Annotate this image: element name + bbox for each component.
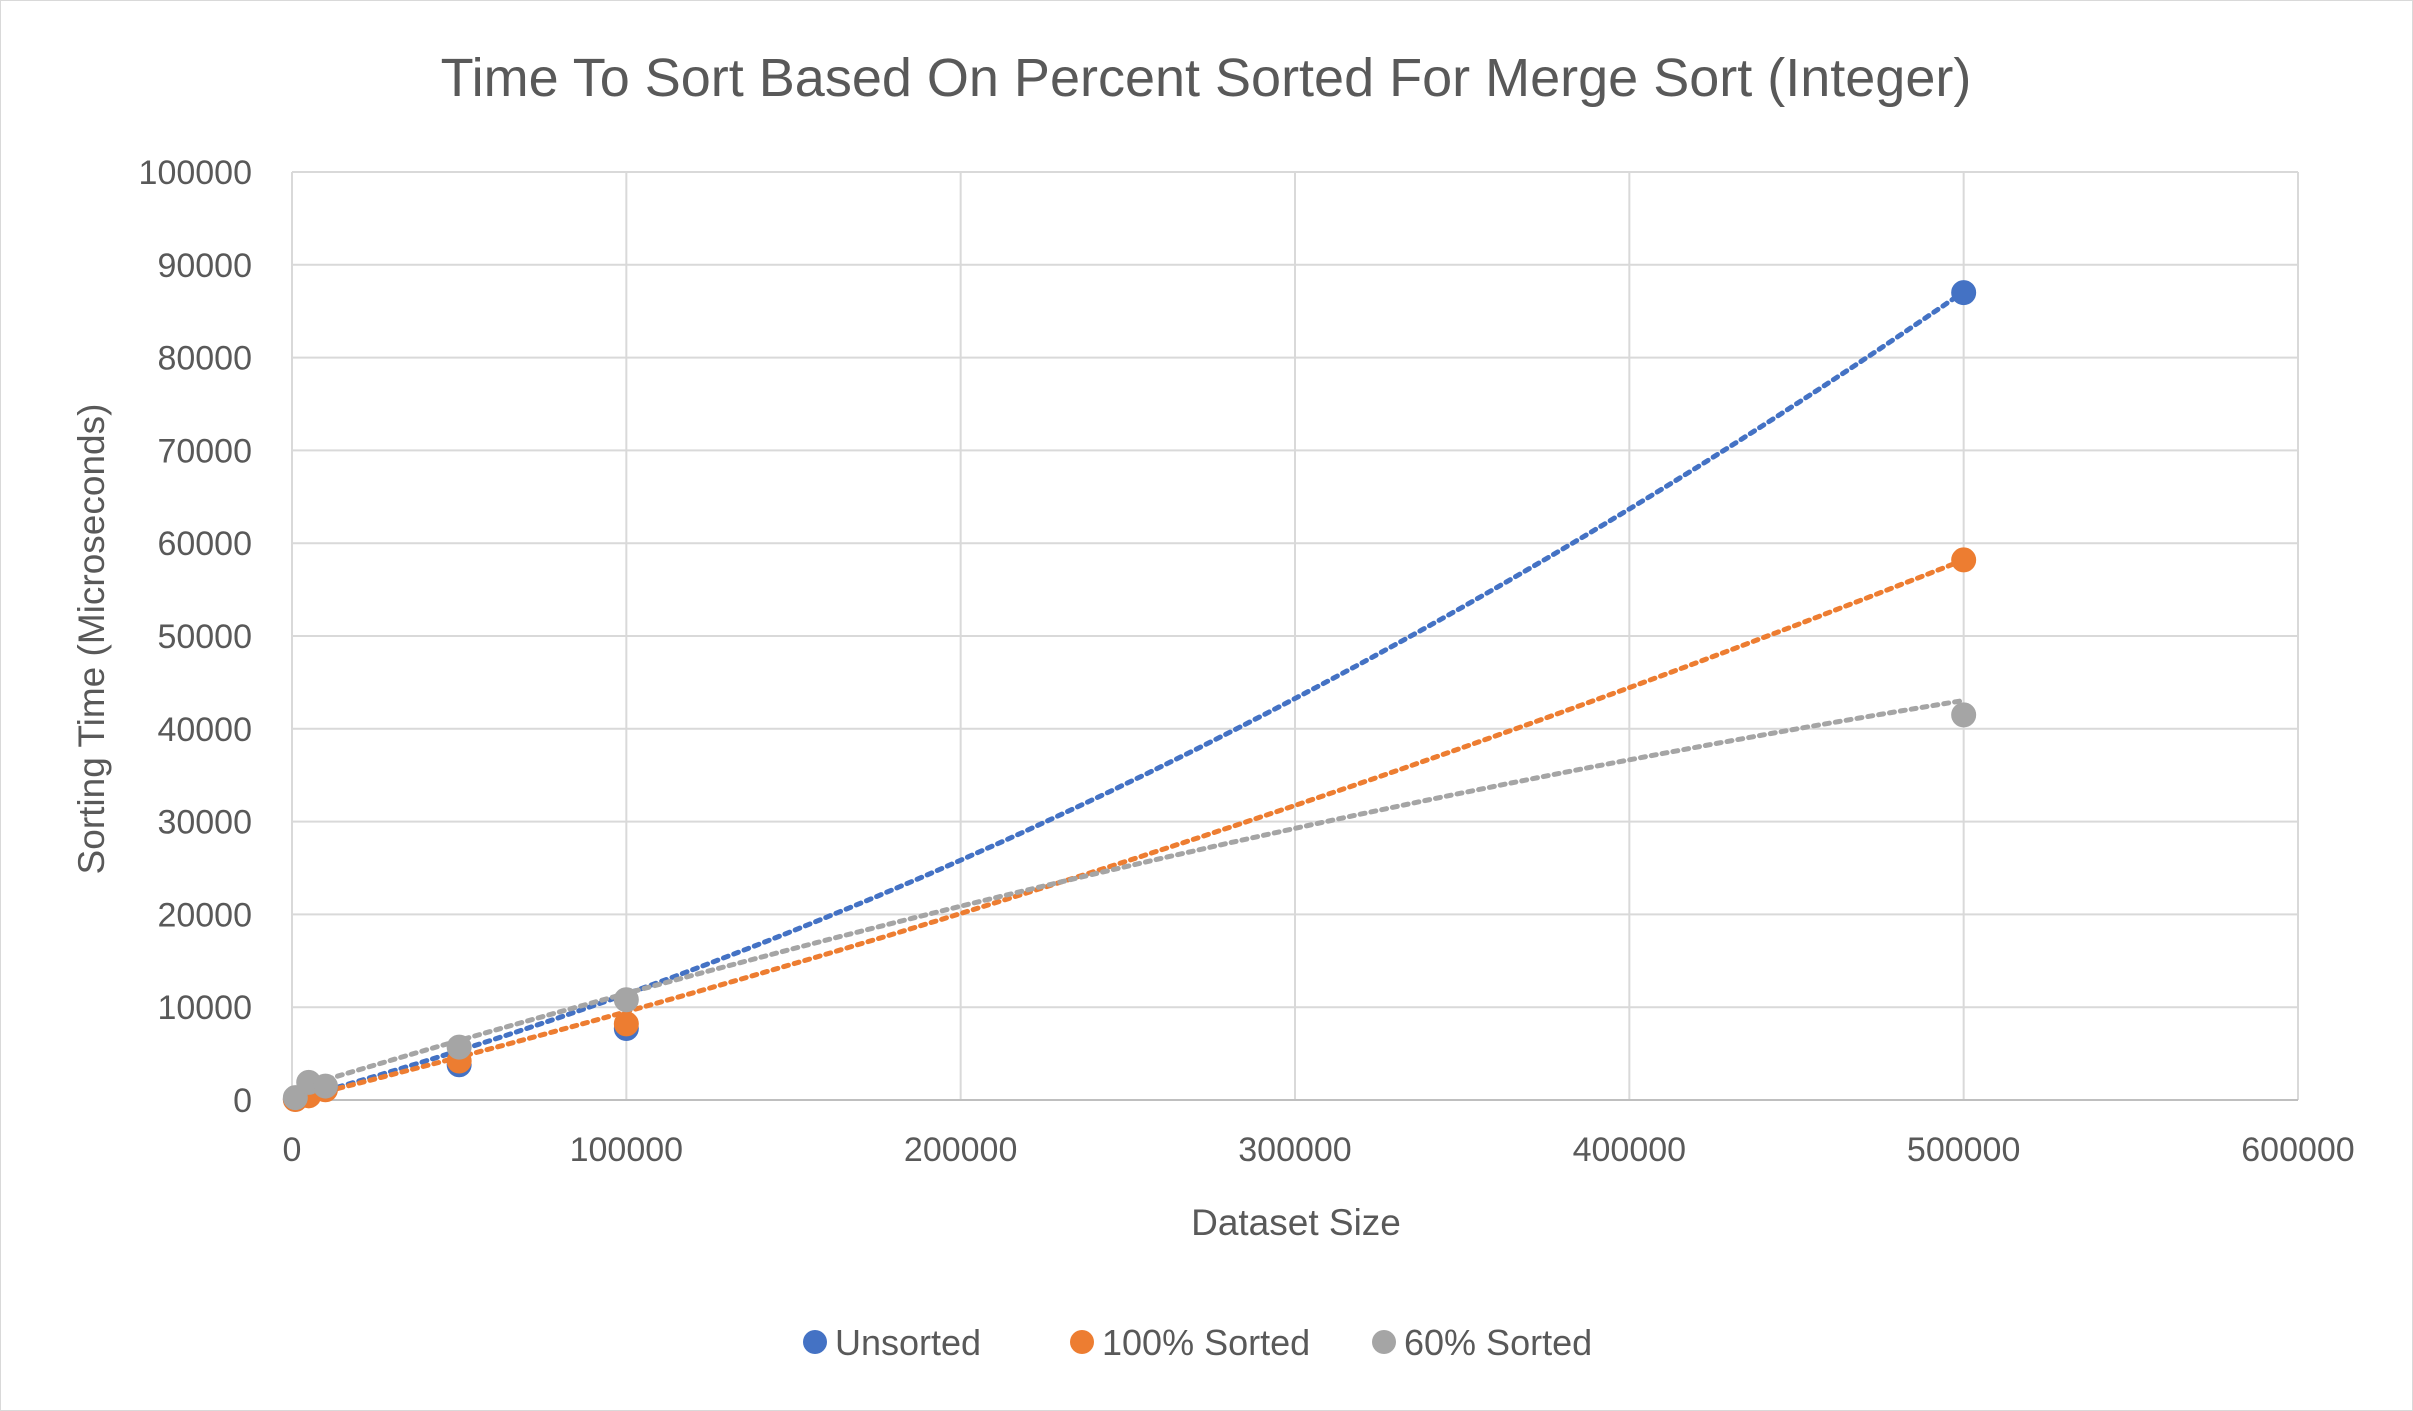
y-tick-label: 0 <box>233 1082 252 1120</box>
x-tick-label: 400000 <box>1573 1131 1686 1169</box>
x-axis-ticks: 0 100000 200000 300000 400000 500000 600000 <box>283 1131 2355 1169</box>
x-tick-label: 100000 <box>570 1131 683 1169</box>
trendline-2 <box>292 698 1967 1092</box>
y-axis-title: Sorting Time (Microseconds) <box>71 404 112 875</box>
data-point <box>312 1073 338 1099</box>
data-point <box>613 987 639 1013</box>
legend-label: 100% Sorted <box>1102 1322 1310 1363</box>
legend-label: 60% Sorted <box>1404 1322 1592 1363</box>
legend-label: Unsorted <box>835 1322 981 1363</box>
x-axis-title: Dataset Size <box>1191 1202 1401 1243</box>
data-point <box>1951 702 1977 728</box>
legend-marker <box>803 1330 827 1354</box>
data-point <box>613 1011 639 1037</box>
trendline-1 <box>292 557 1967 1102</box>
y-tick-label: 90000 <box>157 247 252 285</box>
legend-marker <box>1070 1330 1094 1354</box>
x-tick-label: 200000 <box>904 1131 1017 1169</box>
data-point <box>1951 280 1977 306</box>
x-tick-label: 300000 <box>1238 1131 1351 1169</box>
grid <box>291 171 2299 1101</box>
y-tick-label: 100000 <box>139 154 252 192</box>
data-point <box>1951 547 1977 573</box>
y-tick-label: 10000 <box>157 989 252 1027</box>
y-tick-label: 50000 <box>157 618 252 656</box>
data-point <box>446 1034 472 1060</box>
y-tick-label: 30000 <box>157 804 252 842</box>
x-tick-label: 0 <box>283 1131 302 1169</box>
x-tick-label: 600000 <box>2241 1131 2354 1169</box>
legend-marker <box>1372 1330 1396 1354</box>
legend: Unsorted 100% Sorted 60% Sorted <box>803 1322 1592 1363</box>
x-tick-label: 500000 <box>1907 1131 2020 1169</box>
chart-title: Time To Sort Based On Percent Sorted For… <box>441 48 1972 108</box>
trendlines <box>292 289 1967 1102</box>
y-tick-label: 70000 <box>157 432 252 470</box>
y-tick-label: 20000 <box>157 896 252 934</box>
y-tick-label: 60000 <box>157 525 252 563</box>
trendline-0 <box>292 289 1967 1102</box>
y-tick-label: 40000 <box>157 711 252 749</box>
data-points <box>282 280 1977 1113</box>
y-tick-label: 80000 <box>157 340 252 378</box>
y-axis-ticks: 0 10000 20000 30000 40000 50000 60000 70000 8000… <box>139 154 252 1120</box>
